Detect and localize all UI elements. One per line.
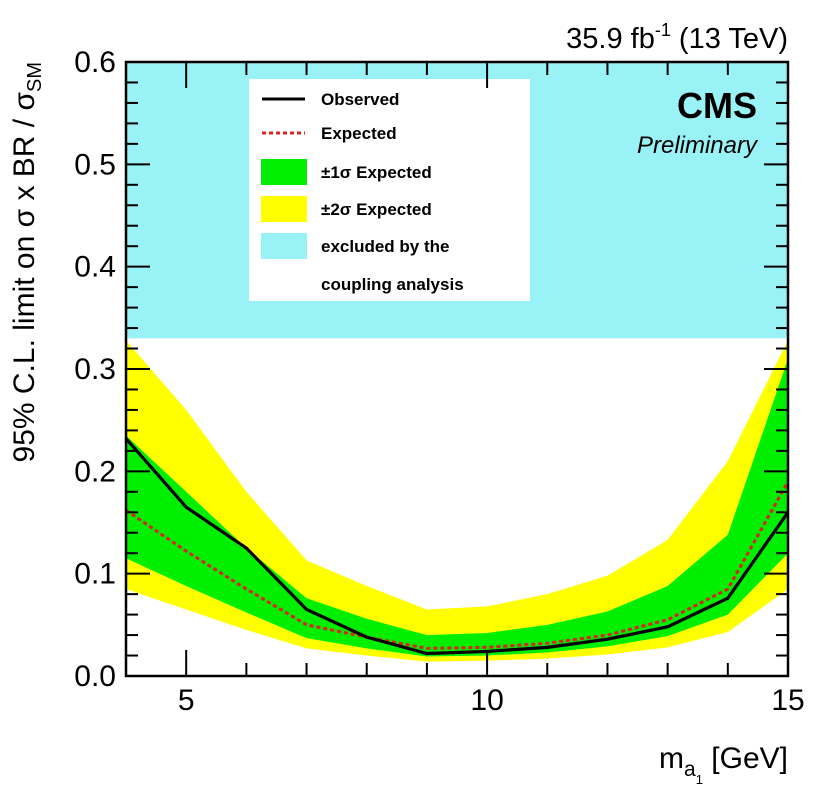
legend-1sigma-label: ±1σ Expected [321,163,432,182]
luminosity-label: 35.9 fb-1 (13 TeV) [566,20,788,55]
status-label: Preliminary [637,132,759,159]
y-tick-label: 0.4 [74,251,116,284]
y-tick-label: 0.2 [74,455,116,488]
legend-excluded-label-1: excluded by the [321,237,449,256]
x-tick-label: 5 [178,684,195,717]
legend-box [249,79,530,301]
legend-excluded-label-2: coupling analysis [321,275,464,294]
x-tick-label: 10 [470,684,503,717]
y-tick-label: 0.5 [74,148,116,181]
y-tick-label: 0.1 [74,558,116,591]
legend-excluded-swatch [261,233,307,259]
legend-2sigma-label: ±2σ Expected [321,200,432,219]
y-tick-label: 0.3 [74,353,116,386]
y-tick-label: 0.6 [74,46,116,79]
legend: Observed Expected ±1σ Expected ±2σ Expec… [249,79,530,301]
legend-observed-label: Observed [321,90,399,109]
legend-expected-label: Expected [321,124,397,143]
axis-ticks: 5 10 15 0.0 0.1 0.2 0.3 0.4 0.5 0.6 [74,46,804,717]
band-2sigma [126,340,788,662]
y-tick-label: 0.0 [74,660,116,693]
x-axis-title: ma1 [GeV] [659,742,788,787]
observed-line [126,437,788,656]
y-axis-title: 95% C.L. limit on σ x BR / σSM [8,62,46,462]
experiment-label: CMS [677,85,757,126]
x-tick-label: 15 [771,684,804,717]
legend-1sigma-swatch [261,159,307,185]
legend-2sigma-swatch [261,196,307,222]
expected-line [126,480,788,650]
